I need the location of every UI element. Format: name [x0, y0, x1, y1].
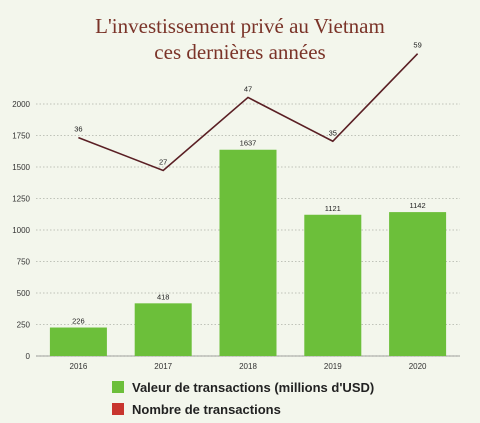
legend-item-value: Valeur de transactions (millions d'USD)	[112, 379, 374, 395]
bar-value-label: 1637	[240, 139, 257, 148]
y-tick-label: 1500	[12, 163, 30, 172]
line-value-label: 47	[244, 84, 252, 93]
legend-swatch-value	[112, 381, 124, 393]
bar-value-label: 1121	[325, 204, 341, 213]
line-value-label: 27	[159, 157, 167, 166]
bar	[134, 303, 192, 356]
line-value-label: 36	[74, 125, 82, 134]
bar	[49, 327, 107, 356]
y-tick-label: 500	[17, 289, 31, 298]
x-tick-label: 2016	[70, 362, 88, 371]
bar	[219, 149, 277, 356]
legend-label-value: Valeur de transactions (millions d'USD)	[132, 379, 375, 395]
bar	[304, 214, 362, 356]
bar-value-label: 1142	[410, 201, 426, 210]
y-tick-label: 250	[17, 321, 31, 330]
line-value-label: 59	[413, 41, 421, 50]
bar-value-label: 226	[72, 317, 85, 326]
x-tick-label: 2019	[324, 362, 342, 371]
y-tick-label: 1000	[12, 226, 30, 235]
chart-subtitle: ces dernières années	[154, 40, 326, 64]
legend-item-count: Nombre de transactions	[112, 401, 281, 417]
x-tick-label: 2020	[409, 362, 427, 371]
legend-label-count: Nombre de transactions	[132, 401, 281, 417]
chart-title: L'investissement privé au Vietnam	[95, 14, 385, 38]
bar-value-label: 418	[157, 292, 170, 301]
y-tick-label: 1250	[12, 195, 30, 204]
x-tick-label: 2017	[154, 362, 172, 371]
line-value-label: 35	[329, 128, 337, 137]
legend-swatch-count	[112, 403, 124, 415]
bar	[389, 212, 447, 356]
x-tick-label: 2018	[239, 362, 257, 371]
y-tick-label: 1750	[12, 132, 30, 141]
y-tick-label: 750	[17, 258, 31, 267]
y-tick-label: 2000	[12, 100, 30, 109]
y-tick-label: 0	[26, 352, 31, 361]
